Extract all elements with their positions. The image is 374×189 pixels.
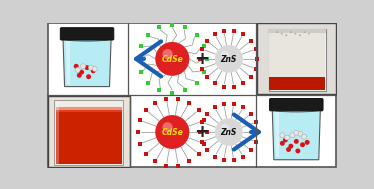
Circle shape (305, 140, 310, 145)
Circle shape (286, 147, 291, 152)
FancyBboxPatch shape (60, 28, 114, 40)
Text: +: + (194, 123, 209, 141)
Circle shape (290, 133, 295, 138)
Circle shape (155, 115, 189, 149)
Circle shape (285, 135, 289, 140)
FancyBboxPatch shape (47, 96, 130, 167)
Circle shape (301, 134, 307, 139)
Circle shape (75, 67, 80, 72)
Circle shape (215, 45, 243, 73)
Circle shape (221, 51, 229, 59)
Polygon shape (56, 110, 122, 164)
Polygon shape (56, 102, 59, 164)
Circle shape (304, 31, 306, 33)
Circle shape (280, 133, 285, 138)
Polygon shape (54, 100, 123, 165)
Circle shape (294, 33, 296, 35)
Circle shape (86, 74, 91, 79)
Ellipse shape (272, 107, 320, 112)
Polygon shape (63, 39, 111, 87)
FancyBboxPatch shape (47, 23, 336, 167)
Circle shape (295, 149, 300, 153)
Circle shape (85, 65, 89, 70)
Circle shape (280, 141, 285, 146)
Text: ZnS: ZnS (221, 55, 237, 64)
Circle shape (221, 124, 229, 132)
Circle shape (155, 42, 189, 76)
Text: +: + (194, 50, 209, 68)
Circle shape (74, 64, 79, 69)
Circle shape (162, 122, 173, 132)
FancyBboxPatch shape (270, 98, 323, 111)
Circle shape (162, 49, 173, 59)
Polygon shape (56, 107, 122, 112)
Polygon shape (272, 110, 320, 160)
Circle shape (91, 68, 96, 73)
Circle shape (299, 34, 301, 36)
Ellipse shape (63, 36, 111, 41)
Circle shape (215, 118, 243, 146)
Circle shape (77, 73, 82, 78)
Circle shape (281, 33, 283, 35)
Circle shape (79, 70, 84, 75)
Circle shape (81, 64, 86, 69)
Circle shape (285, 34, 287, 36)
Circle shape (276, 31, 278, 33)
Text: ZnS: ZnS (221, 128, 237, 137)
Polygon shape (66, 41, 70, 84)
Polygon shape (269, 29, 325, 91)
Circle shape (288, 144, 293, 149)
Circle shape (308, 33, 310, 35)
Circle shape (290, 31, 292, 33)
Polygon shape (269, 77, 325, 90)
Polygon shape (275, 112, 279, 157)
Text: CdSe: CdSe (162, 55, 183, 64)
Polygon shape (268, 29, 327, 33)
Circle shape (283, 137, 288, 143)
Circle shape (298, 131, 303, 136)
FancyBboxPatch shape (257, 23, 336, 94)
Polygon shape (269, 31, 325, 77)
Circle shape (92, 67, 97, 71)
Circle shape (300, 142, 305, 147)
Text: CdSe: CdSe (162, 128, 183, 137)
Circle shape (294, 139, 299, 144)
Circle shape (294, 130, 299, 135)
Circle shape (88, 65, 94, 70)
